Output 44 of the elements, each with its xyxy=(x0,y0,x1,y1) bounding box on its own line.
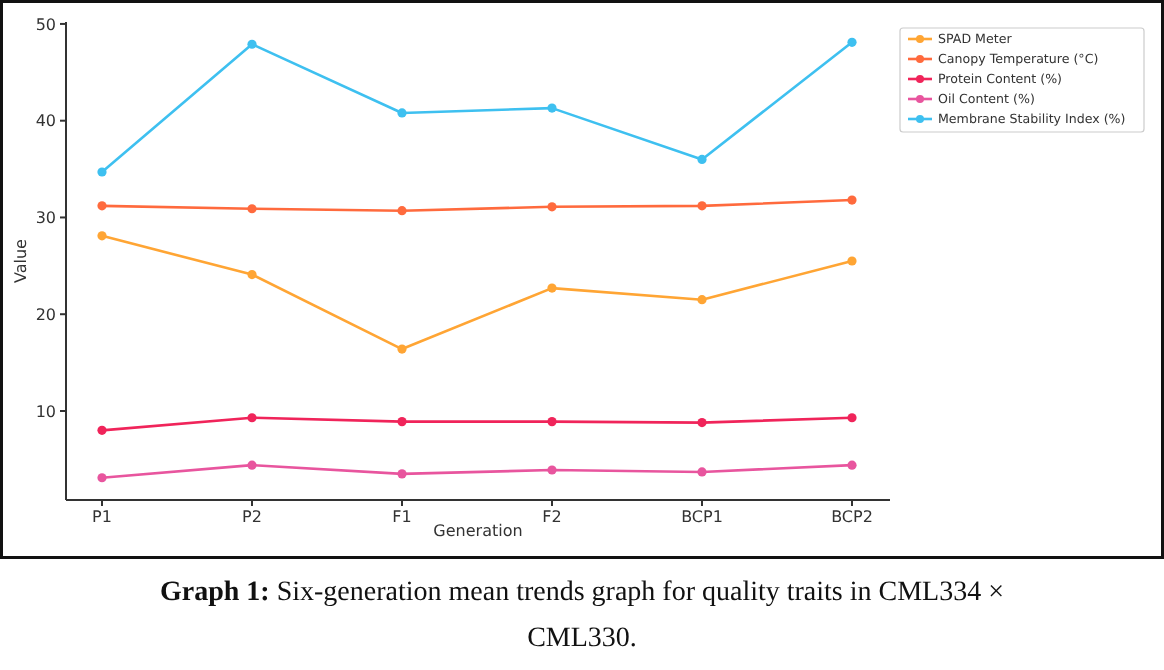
x-tick-label: BCP2 xyxy=(831,508,873,526)
caption: Graph 1: Six-generation mean trends graph for quality traits in CML334 × CML330. xyxy=(160,578,1004,654)
point xyxy=(547,202,557,212)
point xyxy=(697,295,707,305)
point xyxy=(847,256,857,266)
point xyxy=(247,460,257,470)
point xyxy=(397,417,407,427)
x-tick-label: P1 xyxy=(92,508,112,526)
point xyxy=(847,413,857,423)
point xyxy=(847,37,857,47)
point xyxy=(697,467,707,477)
point xyxy=(247,269,257,280)
point xyxy=(97,425,107,435)
point xyxy=(547,465,557,475)
x-axis-title: Generation xyxy=(433,522,523,540)
point xyxy=(397,108,407,118)
point xyxy=(97,167,107,177)
y-tick-label: 50 xyxy=(35,15,56,34)
point xyxy=(547,283,557,293)
x-tick-label: P2 xyxy=(242,508,262,526)
y-tick-label: 40 xyxy=(35,112,56,131)
point xyxy=(247,204,257,214)
point xyxy=(697,417,707,428)
point xyxy=(547,417,557,427)
x-tick-label: F1 xyxy=(392,508,412,526)
point xyxy=(547,103,557,113)
point xyxy=(397,469,407,479)
y-tick-label: 30 xyxy=(35,209,56,228)
x-tick-label: F2 xyxy=(542,508,562,526)
x-tick-label: BCP1 xyxy=(681,508,723,526)
point xyxy=(97,473,107,483)
point xyxy=(97,231,107,241)
point xyxy=(397,344,407,354)
point xyxy=(97,201,107,211)
point xyxy=(697,201,707,211)
y-tick-label: 10 xyxy=(35,402,56,421)
point xyxy=(247,413,257,423)
point xyxy=(697,154,707,164)
point xyxy=(397,206,407,216)
y-axis-title: Value xyxy=(12,238,30,283)
point xyxy=(847,460,857,470)
y-tick-label: 20 xyxy=(35,305,56,324)
point xyxy=(247,39,257,49)
point xyxy=(847,195,857,205)
